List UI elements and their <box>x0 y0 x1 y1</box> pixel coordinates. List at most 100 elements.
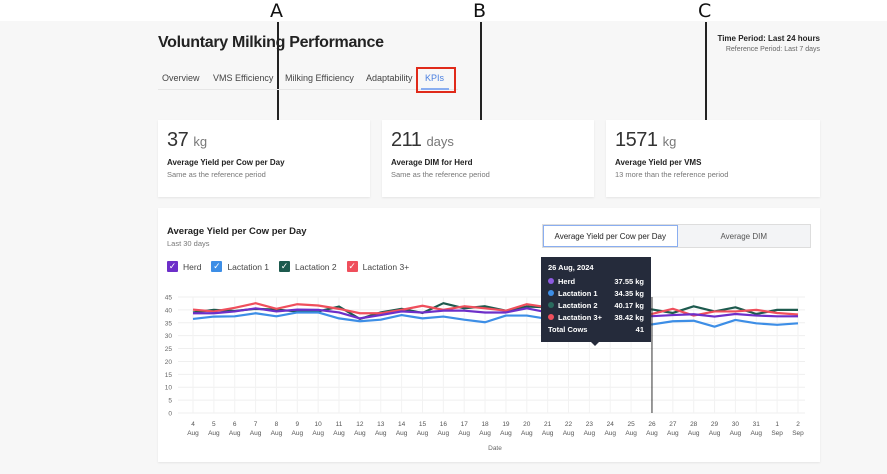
x-tick-label: 14 Aug <box>396 421 408 437</box>
y-tick-label: 45 <box>165 295 173 302</box>
annotation-line-b <box>480 22 482 122</box>
kpi-value: 37 <box>167 129 189 151</box>
checkbox-icon[interactable]: ✓ <box>167 261 178 272</box>
x-tick-label: 12 Aug <box>354 421 366 437</box>
x-tick-label: 31 Aug <box>750 421 762 437</box>
y-tick-label: 20 <box>165 359 173 366</box>
x-tick-label: 28 Aug <box>688 421 700 437</box>
legend-label: Lactation 3+ <box>362 261 410 272</box>
chart-card: Average Yield per Cow per Day Last 30 da… <box>158 208 820 462</box>
kpi-unit: kg <box>193 134 208 149</box>
x-tick-label: 20 Aug <box>521 421 533 437</box>
x-tick-label: 10 Aug <box>312 421 324 437</box>
kpi-label: Average DIM for Herd <box>391 158 473 167</box>
legend-herd[interactable]: ✓ Herd <box>167 261 201 272</box>
time-period: Time Period: Last 24 hours <box>717 34 820 43</box>
y-tick-label: 0 <box>168 411 172 418</box>
x-tick-label: 5 Aug <box>208 421 220 437</box>
tooltip-series: Lactation 1 <box>558 288 598 298</box>
tooltip-date: 26 Aug, 2024 <box>548 263 594 272</box>
tab-overview[interactable]: Overview <box>162 73 200 83</box>
y-tick-label: 40 <box>165 307 173 314</box>
y-tick-label: 10 <box>165 385 173 392</box>
x-tick-label: 15 Aug <box>417 421 429 437</box>
x-tick-label: 4 Aug <box>187 421 199 437</box>
kpi-unit: days <box>426 134 454 149</box>
page-title: Voluntary Milking Performance <box>158 34 384 51</box>
chart-legend: ✓ Herd ✓ Lactation 1 ✓ Lactation 2 ✓ Lactati… <box>167 261 409 272</box>
x-tick-label: 8 Aug <box>271 421 283 437</box>
tooltip-value: 38.42 kg <box>614 312 644 322</box>
kpis-highlight-box <box>416 67 456 93</box>
x-tick-label: 22 Aug <box>563 421 575 437</box>
tooltip-total: 41 <box>635 324 644 334</box>
tooltip-value: 40.17 kg <box>614 300 644 310</box>
tooltip-series: Lactation 2 <box>558 300 598 310</box>
checkbox-icon[interactable]: ✓ <box>211 261 223 272</box>
y-tick-label: 30 <box>165 333 173 340</box>
legend-lactation-2[interactable]: ✓ Lactation 2 <box>279 261 337 272</box>
metric-toggle: Average Yield per Cow per Day Average DI… <box>542 224 811 248</box>
legend-label: Lactation 2 <box>295 261 337 272</box>
kpi-comparison: Same as the reference period <box>167 170 266 179</box>
kpi-label: Average Yield per Cow per Day <box>167 158 285 167</box>
checkbox-icon[interactable]: ✓ <box>346 261 358 272</box>
annotation-line-a <box>277 22 279 122</box>
chart-subtitle: Last 30 days <box>167 239 210 248</box>
kpi-value: 211 <box>391 129 422 151</box>
series-line-herd <box>193 307 798 320</box>
series-line-lactation-1 <box>192 311 799 328</box>
y-tick-label: 15 <box>165 372 173 379</box>
tab-bar: Overview VMS Efficiency Milking Efficien… <box>158 67 458 90</box>
kpi-comparison: Same as the reference period <box>391 170 490 179</box>
tooltip-value: 34.35 kg <box>614 288 644 298</box>
x-tick-label: 9 Aug <box>292 421 304 437</box>
legend-lactation-3[interactable]: ✓ Lactation 3+ <box>346 261 410 272</box>
toggle-dim[interactable]: Average DIM <box>720 231 768 241</box>
legend-label: Herd <box>183 261 202 272</box>
tab-milking-efficiency[interactable]: Milking Efficiency <box>285 73 354 83</box>
x-tick-label: 30 Aug <box>730 421 742 437</box>
x-tick-label: 18 Aug <box>479 421 491 437</box>
legend-label: Lactation 1 <box>227 261 270 272</box>
active-tab-indicator <box>421 88 449 90</box>
x-axis-label: Date <box>488 445 502 452</box>
annotation-line-c <box>705 22 707 122</box>
annotation-c: C <box>698 0 712 22</box>
x-tick-label: 24 Aug <box>604 421 616 437</box>
legend-lactation-1[interactable]: ✓ Lactation 1 <box>211 261 269 272</box>
tooltip-value: 37.55 kg <box>614 276 644 286</box>
kpi-card-yield-per-cow: 37 kg Average Yield per Cow per Day Same… <box>158 120 370 197</box>
tab-vms-efficiency[interactable]: VMS Efficiency <box>213 73 274 83</box>
kpi-comparison: 13 more than the reference period <box>615 170 729 179</box>
toggle-yield[interactable]: Average Yield per Cow per Day <box>543 225 678 247</box>
x-tick-label: 16 Aug <box>438 421 450 437</box>
annotation-a: A <box>270 0 283 22</box>
x-tick-label: 26 Aug <box>646 421 658 437</box>
x-tick-label: 2 Sep <box>792 421 804 437</box>
tab-kpis[interactable]: KPIs <box>425 73 445 83</box>
checkbox-icon[interactable]: ✓ <box>279 261 291 272</box>
tooltip-series: Herd <box>558 276 576 286</box>
kpi-label: Average Yield per VMS <box>615 158 702 167</box>
y-tick-label: 35 <box>165 320 173 327</box>
y-tick-label: 25 <box>165 346 173 353</box>
annotation-b: B <box>473 0 487 22</box>
x-tick-label: 19 Aug <box>500 421 512 437</box>
x-tick-label: 17 Aug <box>458 421 470 437</box>
x-tick-label: 21 Aug <box>542 421 554 437</box>
x-tick-label: 29 Aug <box>709 421 721 437</box>
x-tick-label: 1 Sep <box>771 421 783 437</box>
x-tick-label: 13 Aug <box>375 421 387 437</box>
x-tick-label: 23 Aug <box>584 421 596 437</box>
kpi-card-dim: 211 days Average DIM for Herd Same as th… <box>382 120 594 197</box>
x-tick-label: 6 Aug <box>229 421 241 437</box>
tooltip-total-label: Total Cows <box>548 324 588 334</box>
y-tick-label: 5 <box>168 398 172 405</box>
kpi-value: 1571 <box>615 129 658 151</box>
tab-adaptability[interactable]: Adaptability <box>366 73 413 83</box>
chart-tooltip: 26 Aug, 2024 Herd 37.55 kg Lactation 1 34.… <box>541 257 651 346</box>
chart-title: Average Yield per Cow per Day <box>167 226 307 237</box>
x-tick-label: 11 Aug <box>333 421 345 437</box>
